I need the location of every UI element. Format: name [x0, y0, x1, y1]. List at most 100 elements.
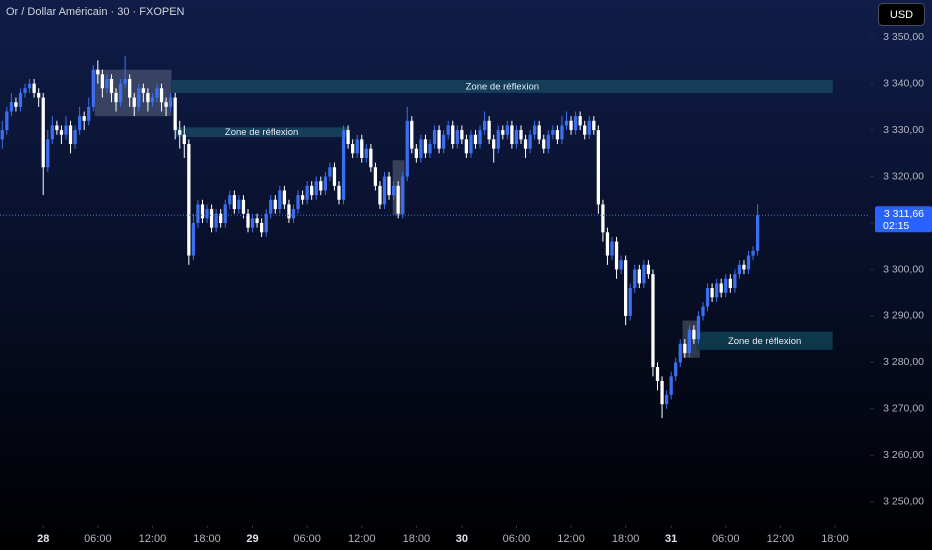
candle-body [191, 223, 196, 256]
candle-body [378, 185, 382, 205]
candle-body [655, 367, 660, 381]
candle-body [642, 264, 646, 284]
x-tick-label: 29 [246, 533, 258, 545]
candle-body [96, 69, 100, 75]
candle-body [23, 88, 27, 93]
x-tick-label: 18:00 [821, 533, 849, 545]
candle-body [605, 232, 610, 256]
candle-body [182, 134, 186, 145]
candle-body [587, 120, 591, 135]
candle-body [382, 176, 387, 205]
candle-body [678, 343, 682, 363]
candle-body [710, 288, 714, 298]
candle-body [205, 209, 209, 219]
candle-body [560, 125, 564, 140]
x-tick-label: 12:00 [767, 533, 795, 545]
candle-body [146, 92, 150, 103]
candle-body [528, 134, 532, 149]
candle-body [300, 195, 305, 200]
candle-body [305, 185, 309, 200]
candle-body [387, 176, 391, 196]
candle-body [396, 185, 400, 214]
candle-body [592, 120, 596, 131]
candle-body [519, 130, 523, 140]
candle-body [451, 125, 455, 145]
x-tick-label: 12:00 [348, 533, 376, 545]
zone [171, 79, 833, 93]
candle-body [437, 130, 441, 149]
candle-body [9, 102, 14, 112]
candle-body [401, 176, 405, 214]
currency-button[interactable] [878, 3, 925, 26]
candle-body [728, 278, 732, 289]
y-tick-label: 3 300,00 [883, 263, 924, 275]
candle-body [624, 260, 628, 316]
countdown-label: 02:15 [883, 220, 909, 232]
candle-body [446, 125, 450, 135]
highlight-box [94, 69, 172, 117]
x-tick-label: 18:00 [612, 533, 640, 545]
candle-body [564, 120, 569, 126]
candle-body [259, 223, 264, 233]
candle-body [282, 190, 287, 205]
candle-body [346, 130, 350, 145]
candle-body [492, 139, 496, 149]
candle-body [614, 241, 619, 270]
candle-body [73, 130, 77, 145]
candle-body [473, 134, 478, 145]
candle-body [664, 394, 669, 405]
candle-body [82, 116, 86, 121]
candle-body [751, 250, 755, 256]
candle-body [619, 260, 623, 270]
candle-body [596, 130, 600, 205]
y-tick-label: 3 250,00 [883, 496, 924, 508]
candle-body [651, 274, 655, 368]
symbol-title: Or / Dollar Américain · 30 · FXOPEN [6, 6, 185, 18]
candle-body [241, 199, 246, 214]
candle-body [514, 130, 519, 145]
candle-body [742, 264, 746, 270]
candle-body [578, 116, 582, 126]
candle-body [628, 288, 632, 316]
x-tick-label: 18:00 [403, 533, 431, 545]
candle-body [100, 74, 105, 89]
candle-body [264, 213, 268, 233]
candle-body [68, 125, 73, 145]
x-tick-label: 18:00 [193, 533, 221, 545]
candle-body [209, 209, 214, 228]
candle-body [132, 97, 136, 107]
candle-body [442, 134, 446, 149]
y-tick-label: 3 290,00 [883, 310, 924, 322]
candle-body [87, 106, 91, 121]
candle-body [746, 255, 751, 270]
candle-body [250, 218, 255, 228]
y-tick-label: 3 330,00 [883, 124, 924, 136]
candle-body [55, 125, 59, 131]
candle-body [255, 218, 259, 224]
candle-body [27, 83, 32, 89]
y-tick-label: 3 260,00 [883, 449, 924, 461]
candle-body [123, 78, 127, 84]
candle-body [291, 209, 296, 219]
candle-body [537, 125, 541, 140]
candle-body [332, 167, 337, 186]
candle-body [683, 343, 687, 354]
y-tick-label: 3 270,00 [883, 403, 924, 415]
x-tick-label: 12:00 [139, 533, 167, 545]
candle-body [482, 120, 487, 131]
candle-body [296, 195, 300, 210]
candle-body [18, 92, 23, 107]
candle-body [50, 125, 54, 140]
candle-body [314, 181, 318, 196]
x-tick-label: 06:00 [712, 533, 740, 545]
candle-body [228, 195, 232, 205]
candle-body [32, 83, 36, 93]
candle-body [510, 125, 514, 145]
candle-body [196, 204, 200, 224]
candle-body [542, 139, 546, 149]
currency-label[interactable]: USD [890, 9, 913, 21]
candle-body [41, 97, 45, 168]
candle-body [701, 306, 705, 316]
candle-body [733, 274, 737, 289]
candle-body [91, 69, 95, 107]
